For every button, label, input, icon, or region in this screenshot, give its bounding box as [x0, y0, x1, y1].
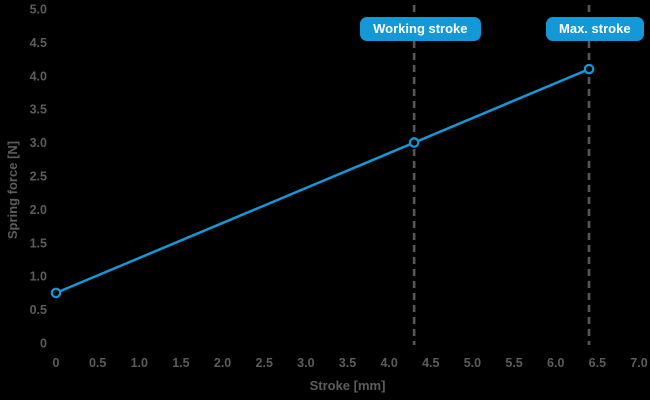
y-tick-label: 3.0 — [30, 136, 47, 150]
data-line — [55, 67, 590, 295]
y-tick-label: 5.0 — [30, 3, 47, 17]
y-tick-label: 2.5 — [30, 170, 47, 184]
x-tick-label: 5.0 — [464, 356, 481, 370]
x-tick-label: 5.5 — [505, 356, 522, 370]
x-tick-label: 6.5 — [589, 356, 606, 370]
x-tick-label: 1.5 — [172, 356, 189, 370]
y-tick-label: 1.5 — [30, 236, 47, 250]
data-point-marker — [408, 137, 420, 148]
y-tick-label: 0 — [40, 337, 47, 351]
y-tick-label: 4.5 — [30, 36, 47, 50]
x-tick-label: 0.5 — [89, 356, 106, 370]
x-tick-label: 4.0 — [380, 356, 397, 370]
y-tick-label: 4.0 — [30, 69, 47, 83]
data-point-marker — [583, 63, 595, 75]
x-tick-label: 7.0 — [630, 356, 647, 370]
x-tick-label: 2.5 — [256, 356, 273, 370]
x-tick-label: 0 — [53, 356, 60, 370]
annotation-badge-max-stroke: Max. stroke — [546, 17, 644, 41]
x-tick-label: 2.0 — [214, 356, 231, 370]
x-tick-label: 1.0 — [131, 356, 148, 370]
y-axis-title: Spring force [N] — [5, 141, 20, 239]
y-tick-label: 1.0 — [30, 270, 47, 284]
x-tick-label: 3.5 — [339, 356, 356, 370]
y-tick-label: 0.5 — [30, 303, 47, 317]
data-point-marker — [50, 287, 62, 299]
y-tick-label: 3.5 — [30, 103, 47, 117]
x-tick-label: 3.0 — [297, 356, 314, 370]
x-tick-label: 6.0 — [547, 356, 564, 370]
annotation-badge-working-stroke: Working stroke — [360, 17, 481, 41]
y-tick-label: 2.0 — [30, 203, 47, 217]
x-axis-title: Stroke [mm] — [310, 378, 386, 393]
x-tick-label: 4.5 — [422, 356, 439, 370]
